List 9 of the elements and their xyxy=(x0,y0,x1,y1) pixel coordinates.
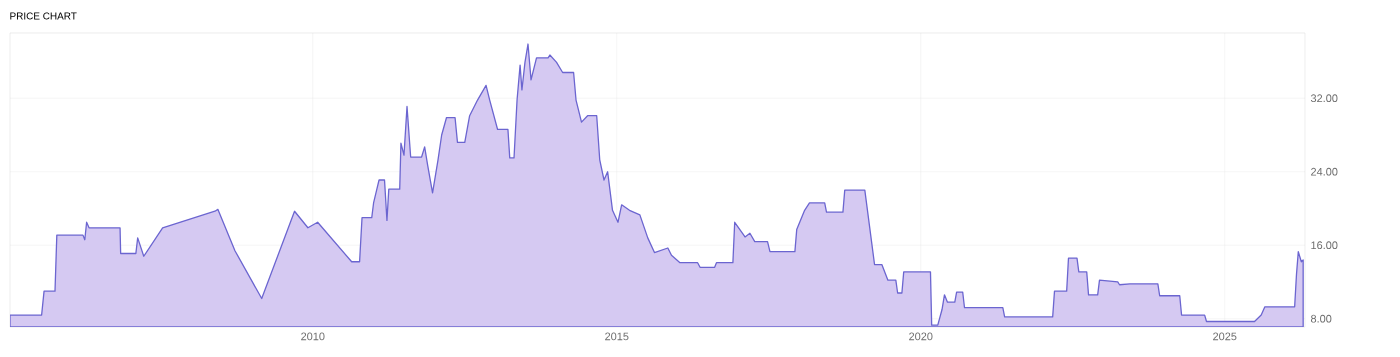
x-tick-label: 2010 xyxy=(301,332,325,341)
x-tick-label: 2020 xyxy=(909,332,933,341)
x-tick-label: 2015 xyxy=(605,332,629,341)
x-tick-label: 2025 xyxy=(1213,332,1237,341)
y-tick-label: 32.00 xyxy=(1310,94,1338,103)
y-tick-label: 8.00 xyxy=(1310,314,1332,323)
y-tick-label: 24.00 xyxy=(1311,167,1338,176)
chart-title: PRICE CHART xyxy=(10,12,77,20)
y-tick-label: 16.00 xyxy=(1311,241,1338,250)
